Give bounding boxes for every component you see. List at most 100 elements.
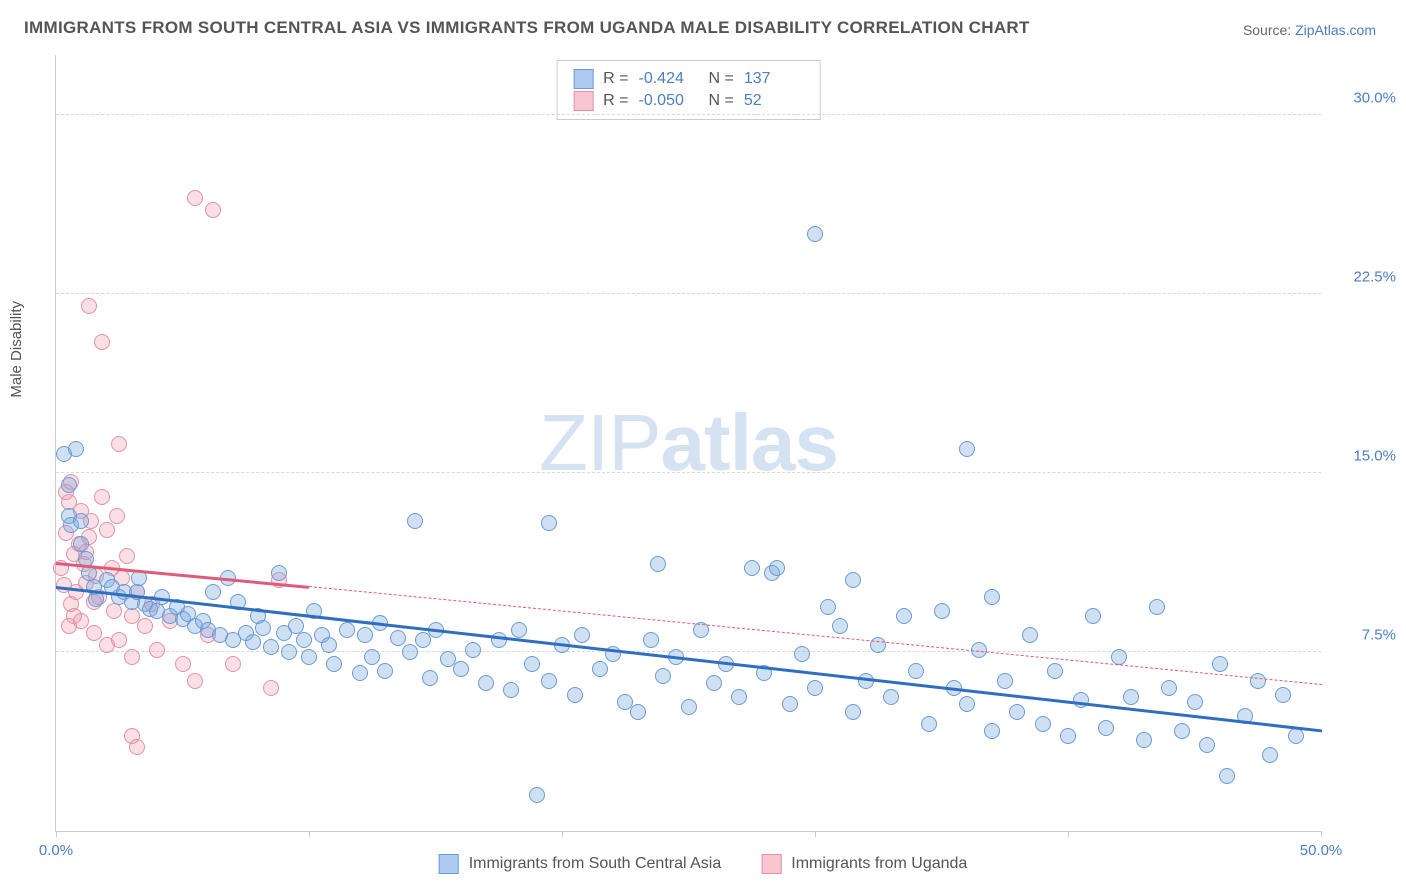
scatter-point-series1 bbox=[1199, 737, 1215, 753]
x-tick bbox=[56, 831, 57, 837]
scatter-point-series1 bbox=[541, 515, 557, 531]
x-tick bbox=[1068, 831, 1069, 837]
scatter-point-series1 bbox=[959, 696, 975, 712]
scatter-point-series1 bbox=[1085, 608, 1101, 624]
gridline bbox=[56, 472, 1321, 473]
scatter-point-series2 bbox=[81, 298, 97, 314]
scatter-point-series1 bbox=[255, 620, 271, 636]
scatter-point-series1 bbox=[845, 704, 861, 720]
swatch-pink-icon bbox=[573, 91, 593, 111]
scatter-point-series1 bbox=[245, 634, 261, 650]
scatter-point-series1 bbox=[1111, 649, 1127, 665]
scatter-point-series1 bbox=[1149, 599, 1165, 615]
scatter-point-series2 bbox=[205, 202, 221, 218]
scatter-point-series1 bbox=[1047, 663, 1063, 679]
y-tick-label: 15.0% bbox=[1331, 447, 1396, 464]
scatter-point-series2 bbox=[263, 680, 279, 696]
x-tick bbox=[309, 831, 310, 837]
gridline bbox=[56, 114, 1321, 115]
scatter-point-series2 bbox=[187, 673, 203, 689]
scatter-point-series1 bbox=[984, 589, 1000, 605]
scatter-point-series1 bbox=[832, 618, 848, 634]
scatter-point-series2 bbox=[119, 548, 135, 564]
scatter-point-series2 bbox=[124, 649, 140, 665]
scatter-point-series1 bbox=[934, 603, 950, 619]
scatter-point-series1 bbox=[1161, 680, 1177, 696]
scatter-point-series1 bbox=[73, 513, 89, 529]
n-label: N = bbox=[709, 92, 734, 110]
scatter-point-series1 bbox=[465, 642, 481, 658]
scatter-point-series1 bbox=[681, 699, 697, 715]
scatter-point-series2 bbox=[149, 642, 165, 658]
gridline bbox=[56, 293, 1321, 294]
stats-row-series1: R = -0.424 N = 137 bbox=[573, 69, 804, 89]
n-label: N = bbox=[709, 70, 734, 88]
scatter-point-series1 bbox=[794, 646, 810, 662]
source-prefix: Source: bbox=[1243, 22, 1295, 38]
legend-item-series1: Immigrants from South Central Asia bbox=[439, 854, 722, 874]
scatter-point-series1 bbox=[541, 673, 557, 689]
y-tick-label: 30.0% bbox=[1331, 89, 1396, 106]
scatter-point-series2 bbox=[187, 190, 203, 206]
scatter-point-series1 bbox=[68, 441, 84, 457]
scatter-point-series1 bbox=[1060, 728, 1076, 744]
correlation-stats-box: R = -0.424 N = 137 R = -0.050 N = 52 bbox=[556, 60, 821, 120]
scatter-point-series2 bbox=[106, 603, 122, 619]
scatter-point-series1 bbox=[1009, 704, 1025, 720]
scatter-point-series1 bbox=[478, 675, 494, 691]
r-value-1: -0.424 bbox=[639, 70, 699, 88]
scatter-point-series1 bbox=[592, 661, 608, 677]
scatter-point-series1 bbox=[364, 649, 380, 665]
scatter-point-series1 bbox=[908, 663, 924, 679]
scatter-point-series2 bbox=[137, 618, 153, 634]
y-axis-label: Male Disability bbox=[8, 301, 25, 398]
scatter-point-series1 bbox=[1123, 689, 1139, 705]
scatter-point-series1 bbox=[1250, 673, 1266, 689]
source-link[interactable]: ZipAtlas.com bbox=[1295, 22, 1376, 38]
chart-title: IMMIGRANTS FROM SOUTH CENTRAL ASIA VS IM… bbox=[24, 18, 1030, 38]
legend-label-1: Immigrants from South Central Asia bbox=[469, 855, 722, 873]
legend-label-2: Immigrants from Uganda bbox=[791, 855, 967, 873]
scatter-point-series1 bbox=[650, 556, 666, 572]
scatter-point-series1 bbox=[339, 622, 355, 638]
scatter-point-series2 bbox=[94, 334, 110, 350]
scatter-point-series2 bbox=[99, 522, 115, 538]
scatter-point-series1 bbox=[731, 689, 747, 705]
scatter-point-series1 bbox=[321, 637, 337, 653]
x-tick-label: 0.0% bbox=[39, 842, 73, 859]
stats-row-series2: R = -0.050 N = 52 bbox=[573, 91, 804, 111]
scatter-point-series1 bbox=[567, 687, 583, 703]
scatter-point-series2 bbox=[225, 656, 241, 672]
scatter-point-series1 bbox=[655, 668, 671, 684]
x-tick bbox=[562, 831, 563, 837]
scatter-point-series1 bbox=[205, 584, 221, 600]
scatter-point-series1 bbox=[643, 632, 659, 648]
watermark: ZIPatlas bbox=[539, 397, 838, 489]
scatter-point-series1 bbox=[511, 622, 527, 638]
scatter-point-series1 bbox=[896, 608, 912, 624]
x-tick-label: 50.0% bbox=[1300, 842, 1343, 859]
scatter-point-series1 bbox=[807, 226, 823, 242]
scatter-point-series1 bbox=[326, 656, 342, 672]
scatter-point-series1 bbox=[1022, 627, 1038, 643]
scatter-point-series1 bbox=[1275, 687, 1291, 703]
scatter-point-series1 bbox=[921, 716, 937, 732]
scatter-point-series1 bbox=[1219, 768, 1235, 784]
scatter-point-series1 bbox=[574, 627, 590, 643]
scatter-point-series1 bbox=[503, 682, 519, 698]
scatter-point-series1 bbox=[984, 723, 1000, 739]
scatter-point-series1 bbox=[845, 572, 861, 588]
scatter-point-series1 bbox=[883, 689, 899, 705]
scatter-point-series1 bbox=[1212, 656, 1228, 672]
bottom-legend: Immigrants from South Central Asia Immig… bbox=[439, 854, 968, 874]
y-tick-label: 7.5% bbox=[1331, 626, 1396, 643]
scatter-point-series1 bbox=[296, 632, 312, 648]
scatter-point-series1 bbox=[1187, 694, 1203, 710]
scatter-point-series1 bbox=[524, 656, 540, 672]
scatter-point-series1 bbox=[1035, 716, 1051, 732]
n-value-1: 137 bbox=[744, 70, 804, 88]
legend-item-series2: Immigrants from Uganda bbox=[761, 854, 967, 874]
scatter-point-series2 bbox=[175, 656, 191, 672]
scatter-point-series1 bbox=[1098, 720, 1114, 736]
scatter-point-series1 bbox=[263, 639, 279, 655]
